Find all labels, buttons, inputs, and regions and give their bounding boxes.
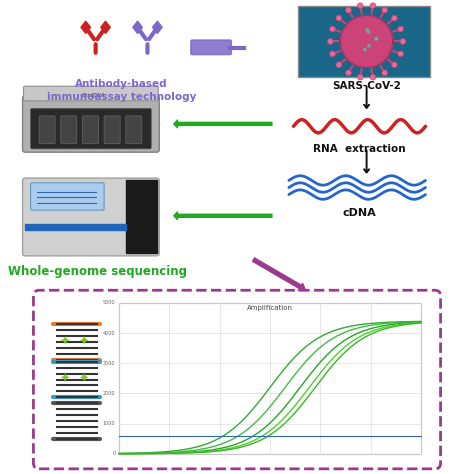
Polygon shape [101,21,110,34]
Circle shape [382,7,388,13]
Text: RNA  extraction: RNA extraction [313,144,406,154]
FancyBboxPatch shape [298,6,430,77]
Text: 0: 0 [112,451,116,456]
Text: Amplification: Amplification [247,305,293,311]
Text: SARS-CoV-2: SARS-CoV-2 [332,81,401,91]
FancyBboxPatch shape [31,183,104,210]
Circle shape [400,38,406,44]
Circle shape [329,26,335,32]
Text: ✦: ✦ [79,335,89,348]
Text: 3000: 3000 [103,361,116,366]
Polygon shape [133,21,142,34]
FancyBboxPatch shape [82,116,99,144]
FancyBboxPatch shape [31,109,151,149]
Text: ✦: ✦ [79,373,89,386]
Text: cDNA: cDNA [343,208,376,218]
Circle shape [398,26,403,32]
FancyBboxPatch shape [126,116,142,144]
Text: 2000: 2000 [103,391,116,396]
Polygon shape [341,16,392,67]
Polygon shape [153,21,162,34]
Circle shape [357,74,363,80]
Circle shape [336,15,342,21]
Circle shape [398,51,403,57]
Text: 5000: 5000 [103,301,116,305]
FancyBboxPatch shape [191,40,231,55]
FancyBboxPatch shape [119,303,421,454]
FancyBboxPatch shape [39,116,55,144]
Polygon shape [81,21,91,34]
Circle shape [329,51,335,57]
FancyBboxPatch shape [25,224,126,230]
Circle shape [336,62,342,68]
Circle shape [392,15,397,21]
Text: GridDNA: GridDNA [82,93,105,98]
FancyBboxPatch shape [24,86,158,101]
Circle shape [346,7,351,13]
Circle shape [382,70,388,76]
Text: ✦: ✦ [60,335,70,348]
Circle shape [346,70,351,76]
Circle shape [374,37,378,41]
Circle shape [357,3,363,9]
FancyBboxPatch shape [34,290,440,469]
Circle shape [392,62,397,68]
Circle shape [367,30,371,34]
Circle shape [370,74,376,80]
Text: Whole-genome sequencing: Whole-genome sequencing [9,265,187,278]
FancyBboxPatch shape [104,116,120,144]
Text: Antibody-based
immunoassay technology: Antibody-based immunoassay technology [47,79,196,102]
Circle shape [367,44,371,48]
Circle shape [363,48,367,52]
Text: ✦: ✦ [60,373,70,386]
Text: 1000: 1000 [103,421,116,426]
FancyBboxPatch shape [23,178,159,256]
FancyBboxPatch shape [23,96,159,152]
FancyBboxPatch shape [126,181,157,254]
FancyBboxPatch shape [61,116,77,144]
Circle shape [370,3,376,9]
Text: 4000: 4000 [103,331,116,336]
Circle shape [328,38,333,44]
Circle shape [374,36,378,40]
Circle shape [365,28,369,32]
